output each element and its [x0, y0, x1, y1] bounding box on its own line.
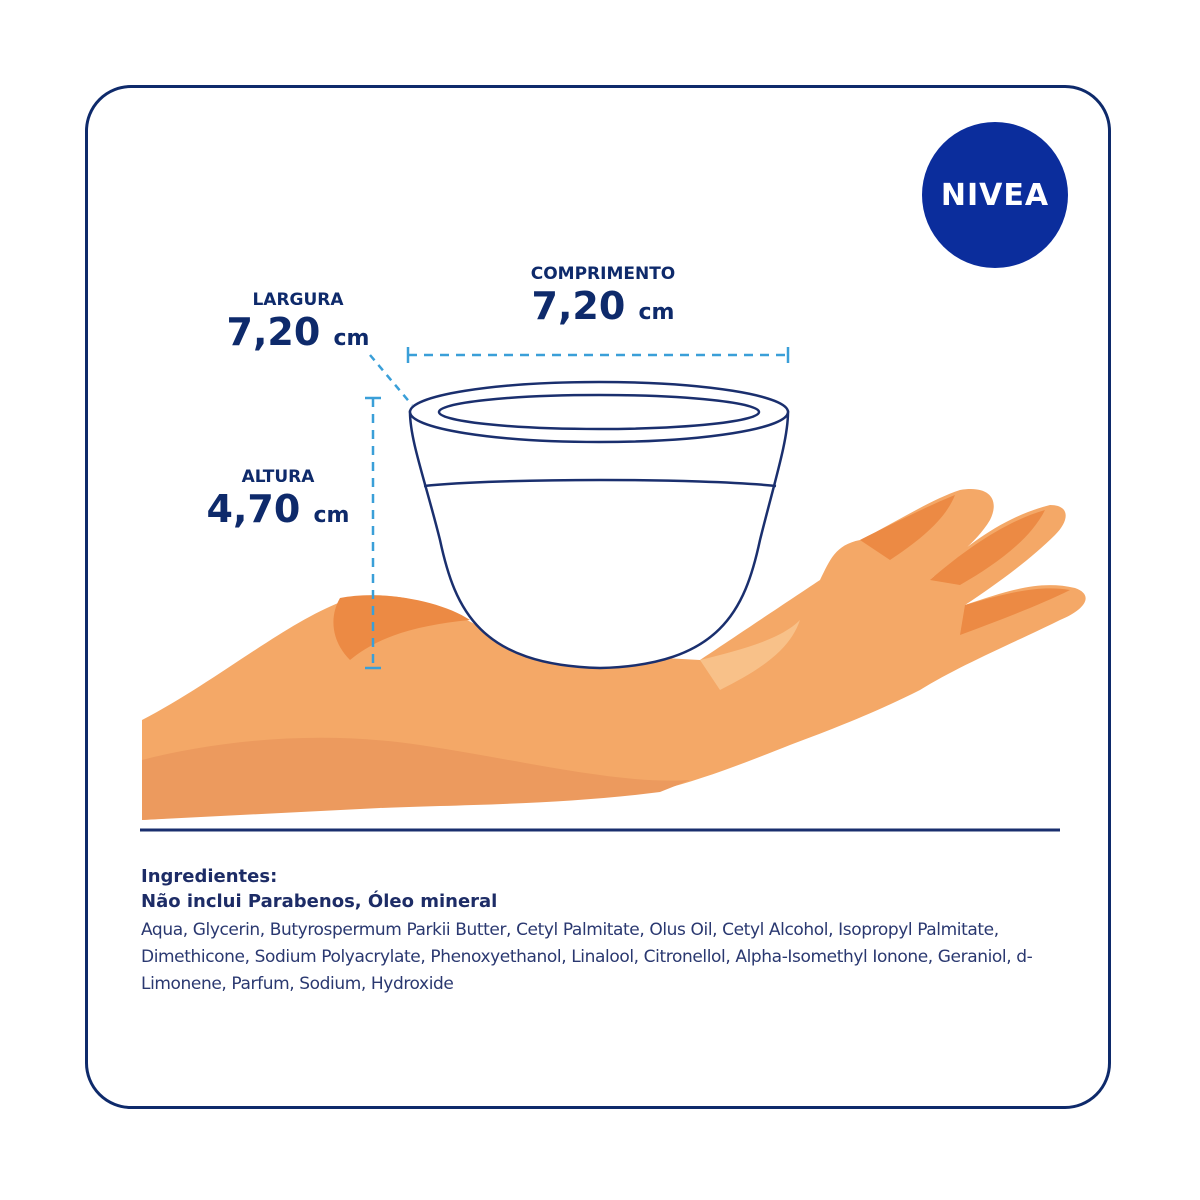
height-label: ALTURA 4,70 cm [207, 467, 350, 538]
finger-thumb [700, 620, 800, 690]
width-dash [369, 354, 413, 406]
dimension-lines [365, 347, 790, 670]
jar-opening [437, 393, 761, 431]
jar-illustration [408, 380, 790, 670]
ingredients-heading: Ingredientes: [141, 866, 278, 887]
width-label: LARGURA 7,20 cm [227, 290, 370, 361]
height-unit: cm [313, 503, 350, 528]
ingredients-subheading: Não inclui Parabenos, Óleo mineral [141, 891, 498, 912]
jar-body [408, 410, 790, 670]
length-value: 7,20 [531, 284, 626, 328]
hand-palm [142, 489, 1086, 820]
length-unit: cm [638, 300, 675, 325]
hand-highlight [333, 595, 470, 660]
height-title: ALTURA [241, 467, 315, 487]
length-title: COMPRIMENTO [530, 264, 676, 284]
nivea-logo: NIVEA [922, 122, 1068, 268]
finger-shadow-3 [960, 588, 1070, 635]
jar-lid-line [423, 478, 777, 488]
width-value: 7,20 [226, 310, 321, 354]
product-card [85, 85, 1111, 1109]
length-label: COMPRIMENTO 7,20 cm [531, 264, 676, 335]
width-title: LARGURA [252, 290, 344, 310]
height-value: 4,70 [206, 487, 301, 531]
ingredients-section: Ingredientes: Não inclui Parabenos, Óleo… [141, 864, 1081, 998]
ingredients-list: Aqua, Glycerin, Butyrospermum Parkii But… [141, 920, 1033, 994]
hand-illustration [142, 489, 1086, 820]
hand-shadow [142, 737, 690, 820]
finger-shadow [860, 495, 955, 560]
finger-shadow-2 [930, 510, 1045, 585]
width-unit: cm [333, 326, 370, 351]
